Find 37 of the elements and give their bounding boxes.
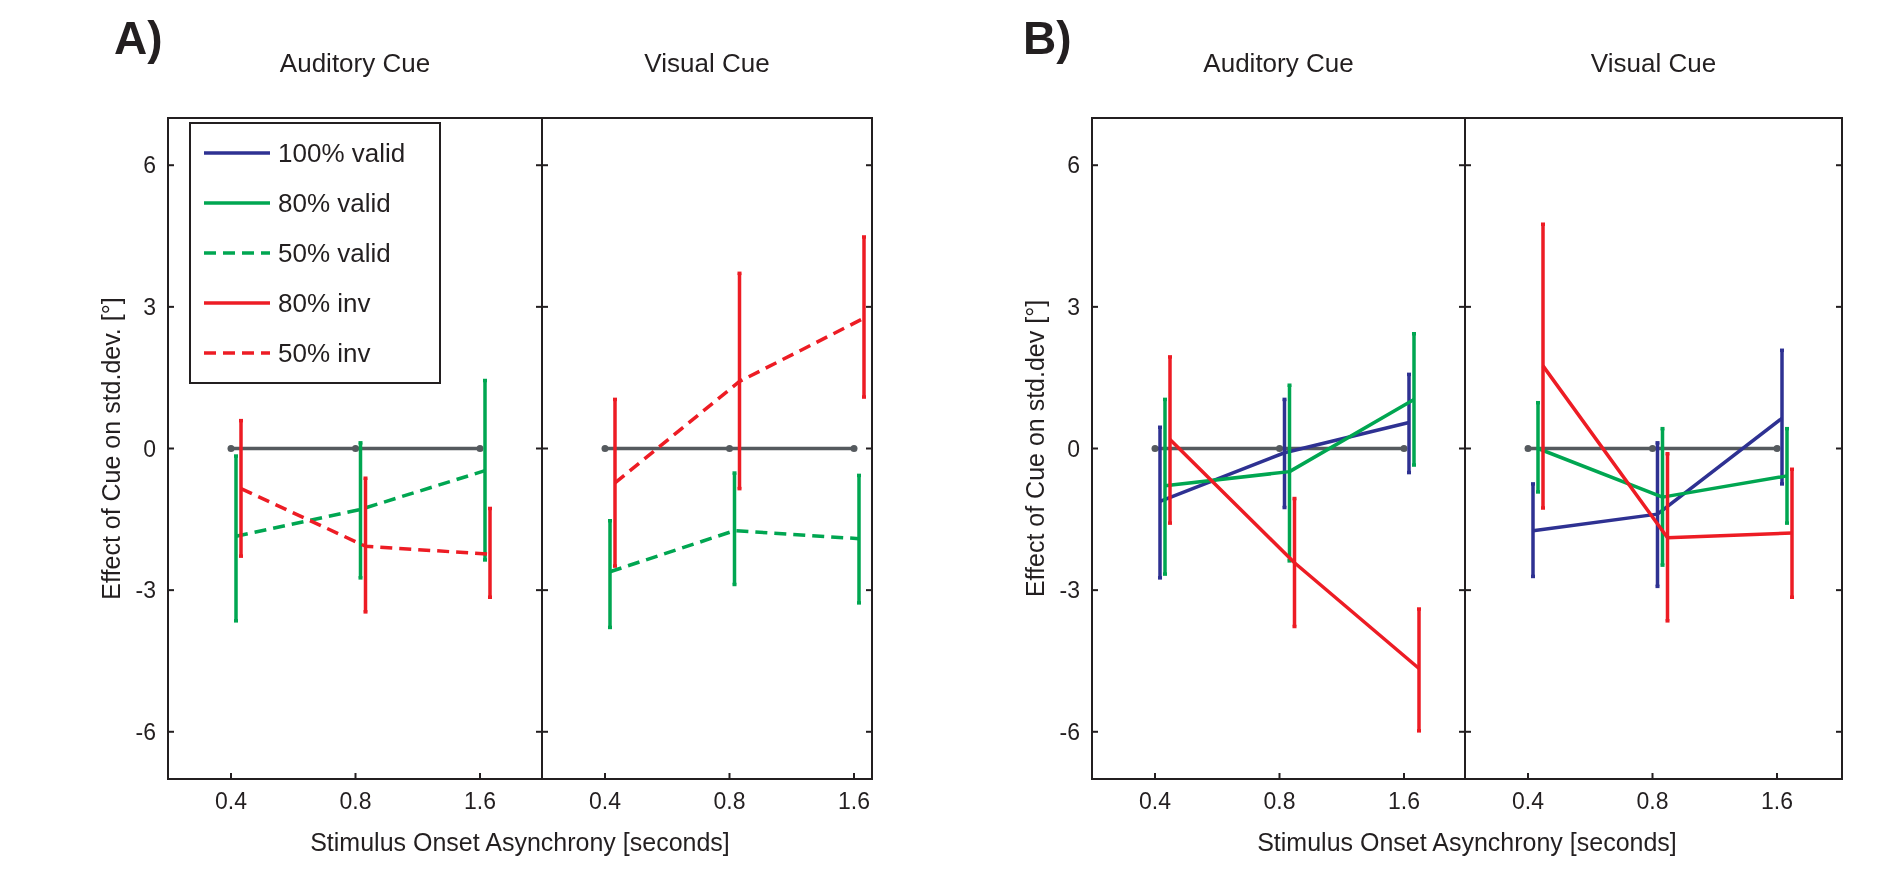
x-axis-title: Stimulus Onset Asynchrony [seconds] — [310, 828, 730, 856]
legend-label: 50% valid — [278, 238, 391, 269]
text: A) — [114, 12, 163, 64]
x-tick-label: 1.6 — [464, 788, 496, 814]
y-axis-title: Effect of Cue on std.dev. [°] — [97, 297, 125, 600]
y-tick-label: 3 — [143, 293, 156, 320]
y-tick-label: -3 — [135, 577, 156, 604]
x-tick-label: 0.4 — [215, 788, 248, 814]
chart-title: Auditory Cue — [1203, 48, 1354, 78]
legend-label: 80% inv — [278, 288, 371, 319]
x-tick-label: 0.8 — [713, 788, 746, 814]
y-tick-label: 0 — [1067, 435, 1080, 462]
y-axis-title: Effect of Cue on std.dev [°] — [1021, 299, 1049, 598]
x-tick-label: 0.8 — [1263, 788, 1296, 814]
x-tick-label: 0.4 — [589, 788, 622, 814]
chart-title: Visual Cue — [1590, 48, 1717, 78]
y-tick-label: 3 — [1067, 293, 1080, 320]
x-tick-label: 0.4 — [1512, 788, 1545, 814]
chart-title: Visual Cue — [644, 48, 770, 78]
x-tick-label: 1.6 — [838, 788, 870, 814]
y-tick-label: 6 — [1067, 152, 1080, 179]
legend-label: 80% valid — [278, 188, 391, 219]
x-tick-label: 1.6 — [1761, 788, 1793, 814]
x-axis-title: Stimulus Onset Asynchrony [seconds] — [1257, 828, 1677, 856]
x-tick-label: 1.6 — [1388, 788, 1420, 814]
legend-label: 100% valid — [278, 138, 406, 169]
y-tick-label: -6 — [1059, 718, 1080, 745]
x-tick-label: 0.4 — [1139, 788, 1172, 814]
y-tick-label: -6 — [135, 718, 156, 745]
x-tick-label: 0.8 — [339, 788, 372, 814]
x-tick-label: 0.8 — [1636, 788, 1669, 814]
legend-label: 50% inv — [278, 338, 371, 369]
y-tick-label: 0 — [143, 435, 156, 462]
y-tick-label: 6 — [143, 152, 156, 179]
y-tick-label: -3 — [1059, 577, 1080, 604]
text: B) — [1023, 12, 1072, 64]
chart-title: Auditory Cue — [279, 48, 431, 78]
